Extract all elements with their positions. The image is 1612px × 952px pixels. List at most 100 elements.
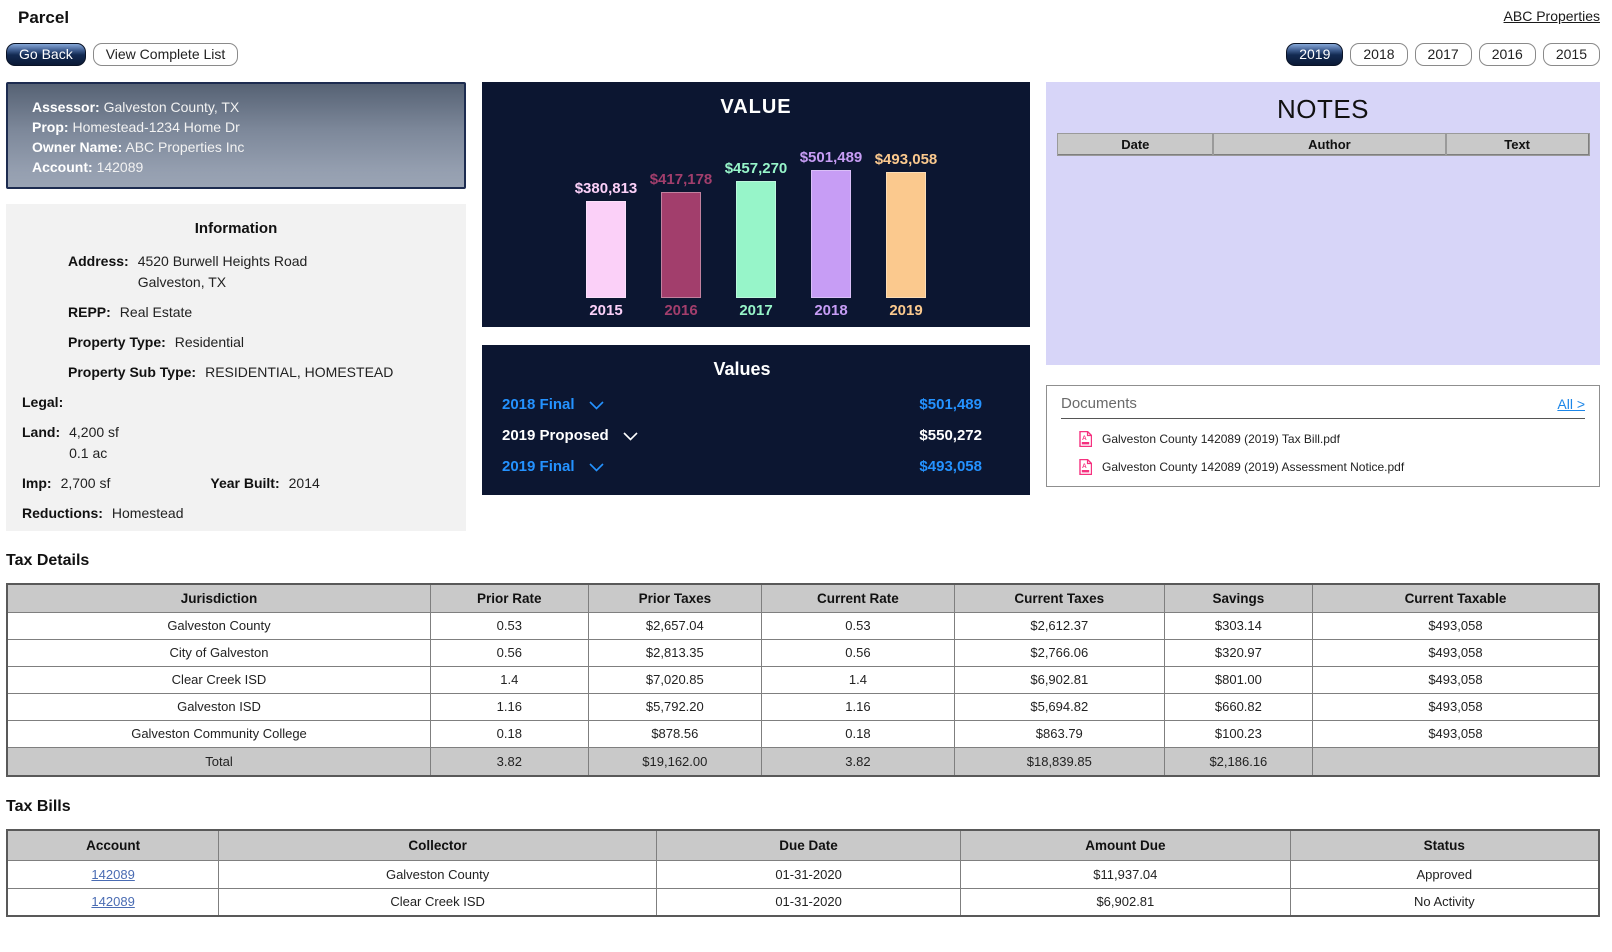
nav-buttons: Go Back View Complete List [6,42,239,66]
notes-column-header: Date [1056,132,1215,156]
year-tab-2019[interactable]: 2019 [1286,42,1344,66]
table-cell: 1.4 [761,665,955,694]
bar-rect [661,192,701,298]
table-cell: 3.82 [761,746,955,777]
page-title: Parcel [18,8,70,27]
table-cell: 0.18 [429,719,589,748]
address-row: Address: 4520 Burwell Heights Road Galves… [68,253,308,290]
table-cell: $6,902.81 [953,665,1165,694]
value-row-amount: $550,272 [919,426,982,444]
chart-bars: $380,813 2015 $417,178 2016 $457,270 2017 $501… [482,119,1030,327]
table-cell: $2,813.35 [587,638,763,667]
owner-line: Owner Name: ABC Properties Inc [32,139,245,155]
notes-panel: NOTES Date Author Text [1046,82,1600,365]
bar-value-label: $457,270 [724,160,788,177]
value-row-toggle[interactable]: 2018 Final [502,396,604,413]
table-row: Clear Creek ISD 1.4 $7,020.85 1.4 $6,902.81 $… [6,665,1600,694]
tax-bills-column-header: Status [1289,829,1600,861]
table-cell: $801.00 [1163,665,1313,694]
document-item: A Galveston County 142089 (2019) Tax Bill… [1079,431,1585,447]
table-cell: $100.23 [1163,719,1313,748]
year-tab-2015[interactable]: 2015 [1542,42,1600,66]
table-cell: $5,694.82 [953,692,1165,721]
notes-column-header: Text [1444,132,1590,156]
table-cell: $5,792.20 [587,692,763,721]
tax-bills-column-header: Due Date [656,829,962,861]
property-sub-type-row: Property Sub Type: RESIDENTIAL, HOMESTEAD [68,364,394,380]
tax-details-column-header: Savings [1163,583,1313,613]
view-complete-list-button[interactable]: View Complete List [92,42,239,66]
chevron-down-icon [588,463,604,472]
account-link[interactable]: 142089 [91,894,135,910]
reductions-row: Reductions: Homestead [22,505,184,521]
documents-title: Documents [1061,395,1137,412]
year-tabs: 2019 2018 2017 2016 2015 [1286,42,1600,66]
table-cell: $493,058 [1311,692,1600,721]
value-row-amount: $501,489 [919,395,982,413]
bar-rect [736,181,776,298]
bar-value-label: $501,489 [799,149,863,166]
table-cell: $493,058 [1311,665,1600,694]
table-cell: $2,766.06 [953,638,1165,667]
year-tab-2018[interactable]: 2018 [1350,42,1408,66]
table-cell: 3.82 [429,746,589,777]
svg-text:A: A [1082,435,1087,442]
bar-category-label: 2019 [889,302,923,319]
documents-all-link[interactable]: All > [1557,395,1585,412]
table-cell: $320.97 [1163,638,1313,667]
table-cell: 142089 [6,887,220,917]
documents-list: A Galveston County 142089 (2019) Tax Bill… [1061,431,1585,475]
top-bar: Parcel ABC Properties [0,0,1612,36]
account-link[interactable]: 142089 [91,866,135,882]
table-cell: $19,162.00 [587,746,763,777]
documents-divider [1061,418,1585,419]
notes-title: NOTES [1276,94,1370,124]
tax-details-column-header: Prior Rate [429,583,589,613]
values-panel: Values 2018 Final $501,489 2019 Proposed $5… [482,345,1030,495]
bar-rect [586,201,626,298]
go-back-button[interactable]: Go Back [6,42,86,66]
bar-category-label: 2018 [814,302,848,319]
documents-panel: Documents All > A Galveston County 142089… [1046,385,1600,487]
tax-bills-column-header: Account [6,829,220,861]
total-row: Total 3.82 $19,162.00 3.82 $18,839.85 $2,186.… [6,746,1600,777]
chart-title: VALUE [720,96,792,118]
table-cell: Galveston Community College [6,719,431,748]
table-cell [1311,746,1600,777]
document-item: A Galveston County 142089 (2019) Assessme… [1079,459,1585,475]
toolbar: Go Back View Complete List 2019 2018 2017 2… [0,42,1612,66]
information-panel: Information Address: 4520 Burwell Height… [6,204,466,531]
bar-2016: $417,178 2016 [645,171,717,319]
bar-2018: $501,489 2018 [795,149,867,319]
value-row-toggle[interactable]: 2019 Proposed [502,427,638,444]
tax-details-table: Jurisdiction Prior Rate Prior Taxes Current… [6,583,1600,777]
table-cell: 0.56 [761,638,955,667]
table-cell: $6,902.81 [960,887,1291,917]
bar-2019: $493,058 2019 [870,151,942,319]
bar-rect [886,172,926,298]
year-tab-2017[interactable]: 2017 [1414,42,1472,66]
table-cell: 1.16 [429,692,589,721]
tax-details-column-header: Current Taxes [953,583,1165,613]
tax-details-column-header: Current Taxable [1311,583,1600,613]
value-row: 2018 Final $501,489 [502,389,982,419]
value-rows: 2018 Final $501,489 2019 Proposed $550,272 2… [502,389,982,481]
table-cell: $303.14 [1163,611,1313,640]
document-link[interactable]: Galveston County 142089 (2019) Assessmen… [1102,460,1405,474]
table-cell: Total [6,746,431,777]
table-cell: Clear Creek ISD [218,887,658,917]
value-row-toggle[interactable]: 2019 Final [502,458,604,475]
assessor-card: Assessor: Galveston County, TX Prop: Hom… [6,82,466,189]
left-column: Assessor: Galveston County, TX Prop: Hom… [6,82,466,531]
table-cell: 0.18 [761,719,955,748]
table-cell: 0.56 [429,638,589,667]
table-cell: Clear Creek ISD [6,665,431,694]
portfolio-link[interactable]: ABC Properties [1503,8,1600,24]
value-row: 2019 Final $493,058 [502,451,982,481]
document-link[interactable]: Galveston County 142089 (2019) Tax Bill.… [1102,432,1340,446]
year-tab-2016[interactable]: 2016 [1478,42,1536,66]
property-type-row: Property Type: Residential [68,334,245,350]
table-cell: $2,186.16 [1163,746,1313,777]
right-column: NOTES Date Author Text Documents All > A Ga… [1046,82,1600,531]
table-cell: 142089 [6,859,220,889]
